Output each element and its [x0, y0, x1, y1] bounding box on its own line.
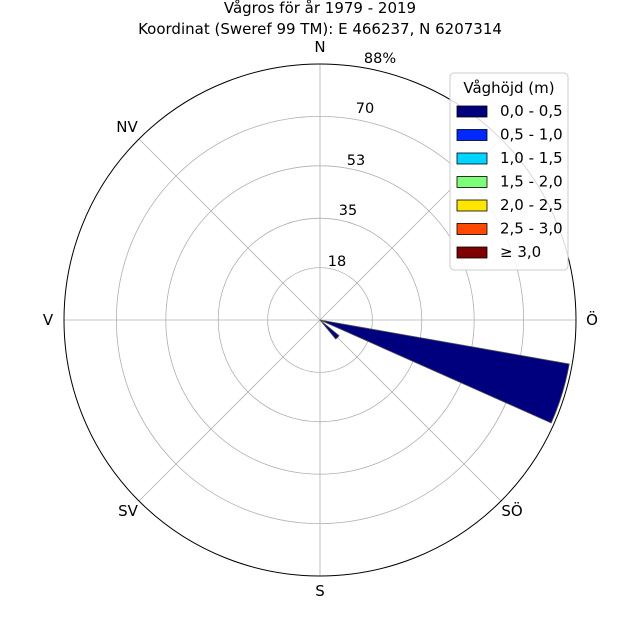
- rose-sectors: [319, 319, 570, 424]
- direction-label-so: SÖ: [501, 501, 522, 520]
- legend-swatch: [456, 105, 488, 118]
- legend: Våghöjd (m) 0,0 - 0,5 0,5 - 1,0 1,0 - 1,5 1…: [449, 72, 569, 271]
- legend-frame: [449, 72, 569, 271]
- legend-label: 2,0 - 2,5: [500, 196, 563, 214]
- direction-label-s: S: [315, 582, 325, 600]
- legend-swatch: [456, 223, 488, 235]
- grid-spoke: [319, 319, 502, 502]
- rose-sector: [319, 319, 340, 340]
- direction-label-nv: NV: [116, 118, 138, 136]
- radial-tick-label: 53: [347, 153, 365, 169]
- grid-spoke: [138, 319, 321, 502]
- rose-sector: [319, 319, 570, 424]
- polar-grid: [64, 64, 576, 576]
- legend-label: 1,0 - 1,5: [500, 149, 563, 167]
- chart-title: Vågros för år 1979 - 2019: [224, 0, 416, 17]
- direction-label-v: V: [43, 311, 54, 329]
- legend-label: 1,5 - 2,0: [500, 173, 563, 191]
- chart-subtitle: Koordinat (Sweref 99 TM): E 466237, N 62…: [138, 20, 502, 38]
- radial-tick-label: 88%: [364, 51, 396, 67]
- legend-swatch: [456, 199, 488, 212]
- direction-label-sv: SV: [118, 502, 139, 520]
- legend-label: 0,5 - 1,0: [500, 126, 563, 144]
- radial-tick-label: 70: [356, 101, 374, 117]
- legend-swatch: [456, 129, 488, 141]
- legend-label: ≥ 3,0: [500, 243, 541, 261]
- legend-label: 0,0 - 0,5: [500, 102, 563, 120]
- grid-spoke: [138, 138, 321, 321]
- radial-tick-label: 35: [339, 203, 357, 219]
- legend-swatch: [456, 246, 488, 259]
- legend-swatch: [456, 152, 488, 165]
- legend-swatch: [456, 176, 488, 188]
- legend-label: 2,5 - 3,0: [500, 220, 563, 238]
- outer-ring: [63, 63, 577, 577]
- legend-title: Våghöjd (m): [463, 79, 554, 97]
- radial-tick-label: 18: [328, 254, 346, 270]
- direction-label-n: N: [314, 38, 325, 56]
- direction-label-o: Ö: [586, 310, 598, 329]
